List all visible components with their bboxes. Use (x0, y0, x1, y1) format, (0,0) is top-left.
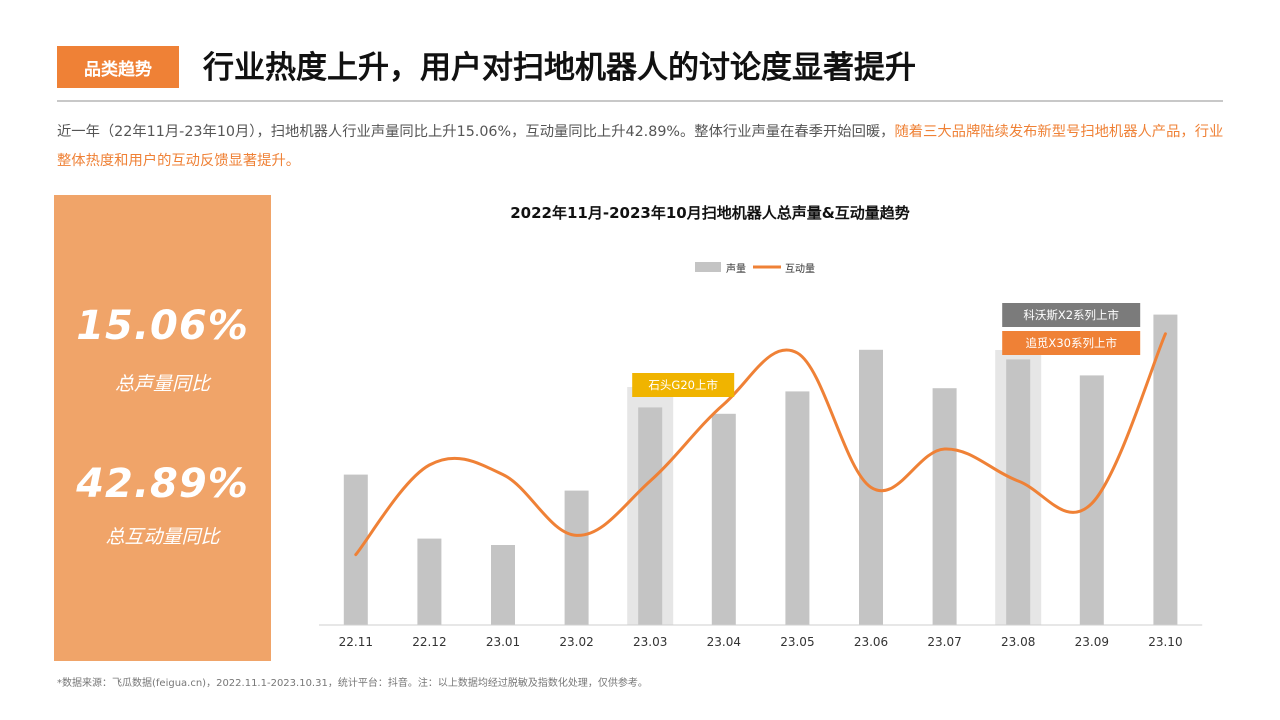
bar (1006, 359, 1031, 625)
kpi-volume-label: 总声量同比 (114, 373, 210, 395)
kpi-volume-value: 15.06% (76, 303, 249, 349)
launch-callout (1002, 331, 1141, 355)
x-tick-label: 23.01 (486, 635, 520, 649)
bar (711, 413, 736, 625)
kpi-panel: 15.06% 总声量同比 42.89% 总互动量同比 (54, 195, 271, 661)
page-title: 行业热度上升，用户对扫地机器人的讨论度显著提升 (203, 50, 916, 86)
bar (932, 388, 957, 625)
x-tick-label: 22.12 (412, 635, 446, 649)
legend-label-volume: 声量 (726, 262, 746, 275)
x-tick-label: 23.04 (707, 635, 741, 649)
launch-callout-text: 石头G20上市 (648, 378, 718, 392)
x-tick-label: 23.03 (633, 635, 667, 649)
kpi-interaction-value: 42.89% (76, 461, 249, 507)
summary-highlight: 随着三大品牌陆续发布新型号扫地机器人产品，行业整体热度和用户的互动反馈显著提升。 (57, 124, 1224, 169)
bar (343, 474, 368, 625)
category-tag: 品类趋势 (57, 46, 179, 88)
bar (417, 538, 442, 625)
summary-normal: 近一年（22年11月-23年10月），扫地机器人行业声量同比上升15.06%，互… (57, 124, 895, 140)
bar (564, 490, 589, 625)
x-tick-label: 23.10 (1148, 635, 1182, 649)
kpi-interaction-label: 总互动量同比 (105, 526, 220, 548)
chart-title: 2022年11月-2023年10月扫地机器人总声量&互动量趋势 (510, 204, 910, 222)
bar (638, 407, 663, 625)
interaction-line (354, 332, 1167, 557)
launch-callout-text: 追觅X30系列上市 (1025, 336, 1117, 350)
x-tick-label: 23.08 (1001, 635, 1035, 649)
bar (1079, 375, 1104, 625)
summary-text: 近一年（22年11月-23年10月），扫地机器人行业声量同比上升15.06%，互… (57, 118, 1229, 176)
footnote: *数据来源：飞瓜数据(feigua.cn)，2022.11.1-2023.10.… (57, 678, 648, 689)
bar (785, 391, 810, 625)
header-divider (57, 100, 1223, 102)
bar (491, 545, 515, 625)
x-tick-label: 23.07 (927, 635, 961, 649)
x-tick-label: 23.09 (1075, 635, 1109, 649)
x-tick-label: 22.11 (339, 635, 373, 649)
x-tick-label: 23.06 (854, 635, 888, 649)
launch-callout (632, 373, 735, 397)
bar (1153, 314, 1178, 625)
x-tick-label: 23.02 (559, 635, 593, 649)
x-tick-label: 23.05 (780, 635, 814, 649)
launch-callout-text: 科沃斯X2系列上市 (1023, 308, 1119, 322)
launch-callout (1002, 303, 1141, 327)
legend-label-interaction: 互动量 (785, 263, 815, 275)
legend-swatch-volume (695, 262, 721, 272)
